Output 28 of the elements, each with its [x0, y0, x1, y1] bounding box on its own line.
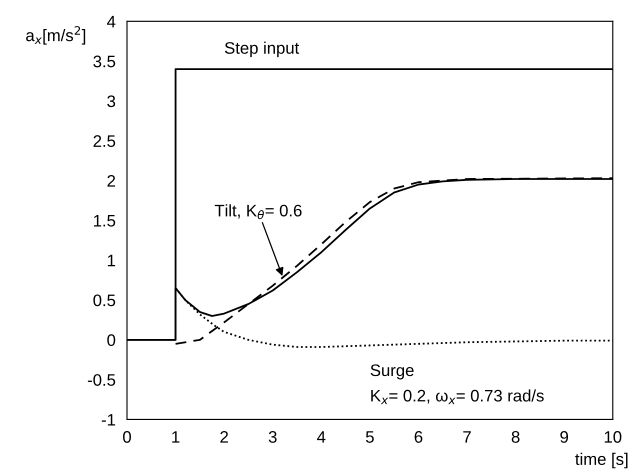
y-tick-label: 1.5: [94, 214, 116, 227]
y-tick-label: 1: [108, 254, 116, 266]
y-tick-label: 3: [107, 95, 116, 108]
y-tick-label: 2: [107, 174, 116, 187]
x-tick-label: 9: [560, 431, 568, 443]
x-tick-label: 10: [604, 431, 622, 443]
x-tick-label: 1: [172, 431, 180, 443]
annotation: Step input: [224, 42, 300, 58]
x-tick-label: 5: [366, 431, 374, 443]
x-axis-title: time [s]: [575, 452, 628, 468]
y-tick-label: 3.5: [93, 56, 116, 68]
y-tick-label: 0: [107, 334, 116, 346]
x-tick-label: 7: [463, 431, 471, 443]
y-tick-label: 4: [107, 16, 116, 28]
x-tick-label: 3: [268, 431, 277, 443]
y-tick-label: 2.5: [94, 135, 116, 147]
x-tick-label: 2: [220, 431, 228, 443]
x-tick-label: 0: [123, 431, 131, 443]
y-tick-label: 0.5: [93, 294, 116, 306]
y-tick-label: -1: [102, 414, 116, 426]
annotation: K$_{x}$= 0.2, ω$_{x}$= 0.73 rad/s: [371, 389, 544, 404]
x-tick-label: 8: [512, 431, 520, 443]
y-axis-title: a$_{x}$[m/s$^{2}$]: [26, 26, 86, 45]
y-tick-label: -0.5: [88, 374, 116, 386]
x-tick-label: 4: [317, 431, 326, 443]
x-tick-label: 6: [414, 431, 422, 443]
annotation: Tilt, K$_{θ}$= 0.6: [214, 204, 302, 220]
annotation: Surge: [370, 364, 414, 380]
